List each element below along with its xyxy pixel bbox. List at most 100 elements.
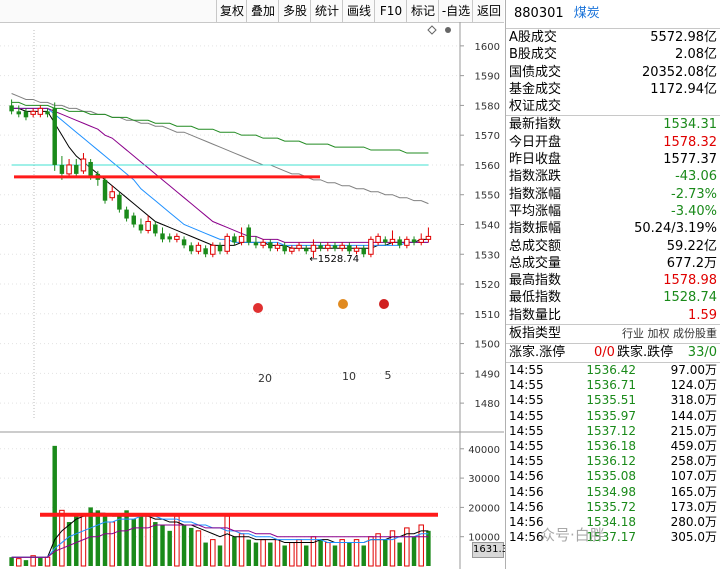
tick-price: 1534.98 — [586, 484, 636, 499]
volume-bar — [210, 539, 216, 567]
volume-bar — [195, 530, 202, 567]
volume-bar — [16, 558, 22, 567]
stats-item-row: 最高指数 1578.98 — [506, 272, 720, 289]
tick-time: 14:55 — [509, 363, 544, 378]
index-name[interactable]: 煤炭 — [573, 6, 600, 21]
stats-item-row: 指数量比 1.59 — [506, 307, 720, 324]
candle-body — [282, 245, 287, 252]
volume-bar — [296, 539, 302, 567]
stats-item-value: 1534.31 — [663, 117, 717, 133]
tick-volume: 305.0万 — [670, 530, 717, 545]
tick-price: 1536.18 — [586, 438, 636, 453]
candle-body — [189, 245, 194, 252]
price-tick-label: 1500 — [475, 340, 500, 351]
fuquan-button[interactable]: 复权 — [216, 0, 247, 22]
tick-time: 14:55 — [509, 438, 544, 453]
price-tick-label: 1600 — [475, 42, 500, 53]
volume-bar — [117, 513, 122, 566]
remove-watchlist-button[interactable]: -自选 — [438, 0, 473, 22]
tick-row: 14:55 1537.12 215.0万 — [506, 424, 720, 439]
stats-item-value: -2.73% — [671, 186, 717, 202]
stats-item-label: 指数量比 — [509, 307, 562, 323]
draw-line-button[interactable]: 画线 — [342, 0, 375, 22]
tick-list: 14:55 1536.42 97.00万 14:55 1536.71 124.0万 14:5… — [506, 362, 720, 545]
index-type-row: 板指类型 行业 加权 成份股重 — [506, 324, 720, 343]
rise-fall-row: 涨家.涨停 0/0 跌家.跌停 33/0 — [506, 343, 720, 362]
stats-item-label: 今日开盘 — [509, 134, 562, 150]
volume-bar — [80, 515, 87, 567]
fall-value: 33/0 — [687, 345, 717, 361]
price-tick-label: 1490 — [475, 369, 500, 380]
turnover-item-row: B股成交 2.08亿 — [506, 46, 720, 63]
tick-volume: 215.0万 — [670, 423, 717, 438]
turnover-item-label: 基金成交 — [509, 81, 562, 97]
tick-price: 1535.72 — [586, 499, 636, 514]
tick-row: 14:56 1537.17 305.0万 — [506, 530, 720, 545]
candle-body — [268, 242, 273, 249]
candle-body — [404, 238, 410, 246]
candle-body — [131, 215, 136, 225]
stats-item-label: 最新指数 — [509, 117, 562, 133]
volume-bar — [318, 539, 323, 566]
tick-row: 14:55 1535.51 318.0万 — [506, 393, 720, 408]
stats-item-value: 1577.37 — [663, 152, 717, 168]
tick-volume: 258.0万 — [670, 454, 717, 469]
tick-time: 14:56 — [509, 484, 544, 499]
stats-item-label: 最高指数 — [509, 273, 562, 289]
volume-bar — [274, 539, 281, 567]
stats-item-row: 总成交量 677.2万 — [506, 255, 720, 272]
candle-body — [80, 158, 87, 172]
stats-item-value: 1578.98 — [663, 273, 717, 289]
kline-chart[interactable]: 1600 1590 1580 1570 1560 1550 1540 1530 1520 1510… — [0, 0, 504, 569]
price-tick-label: 1510 — [475, 310, 500, 321]
index-type-tabs[interactable]: 行业 加权 成份股重 — [622, 327, 717, 341]
tick-row: 14:55 1536.18 459.0万 — [506, 439, 720, 454]
candle-body — [217, 245, 223, 252]
fall-label: 跌家.跌停 — [617, 345, 674, 361]
back-button[interactable]: 返回 — [472, 0, 505, 22]
volume-bar — [325, 542, 331, 567]
candle-body — [88, 161, 93, 177]
volume-bar — [131, 519, 136, 566]
tick-row: 14:56 1534.98 165.0万 — [506, 485, 720, 500]
toolbar: 复权 叠加 多股 统计 画线 F10 标记 -自选 返回 — [0, 0, 504, 23]
candle-body — [260, 241, 266, 246]
moving-average-line — [11, 107, 429, 246]
volume-bar — [418, 524, 424, 567]
candle-body — [232, 236, 237, 243]
statistics-button[interactable]: 统计 — [310, 0, 343, 22]
stats-item-value: 1.59 — [688, 307, 717, 323]
volume-bar — [310, 536, 317, 567]
index-code: 880301 — [514, 6, 564, 21]
turnover-item-value: 5572.98亿 — [650, 30, 717, 45]
volume-bar — [153, 522, 158, 566]
volume-tick-label: 30000 — [468, 474, 500, 485]
candle-body — [289, 247, 295, 252]
candle-body — [145, 221, 151, 231]
volume-bar — [224, 515, 230, 567]
dot-icon — [445, 27, 451, 33]
tick-price: 1536.42 — [586, 363, 636, 378]
candle-body — [246, 227, 251, 243]
stats-item-row: 今日开盘 1578.32 — [506, 134, 720, 151]
mark-button[interactable]: 标记 — [406, 0, 439, 22]
candle-body — [224, 235, 230, 252]
candle-body — [389, 238, 396, 243]
index-type-label: 板指类型 — [509, 326, 562, 342]
volume-bar — [304, 545, 309, 566]
candle-body — [304, 248, 309, 252]
f10-button[interactable]: F10 — [374, 0, 407, 22]
turnover-item-label: 权证成交 — [509, 99, 562, 115]
price-tick-label: 1570 — [475, 131, 500, 142]
low-marker: ←1528.74 — [309, 254, 359, 265]
candle-body — [411, 239, 417, 243]
candle-body — [418, 238, 424, 243]
overlay-button[interactable]: 叠加 — [246, 0, 279, 22]
price-tick-label: 1540 — [475, 220, 500, 231]
multi-stock-button[interactable]: 多股 — [278, 0, 311, 22]
tick-volume: 97.00万 — [670, 363, 717, 378]
tick-volume: 144.0万 — [670, 408, 717, 423]
turnover-item-row: A股成交 5572.98亿 — [506, 29, 720, 46]
price-tick-label: 1530 — [475, 250, 500, 261]
volume-bar — [353, 539, 360, 567]
